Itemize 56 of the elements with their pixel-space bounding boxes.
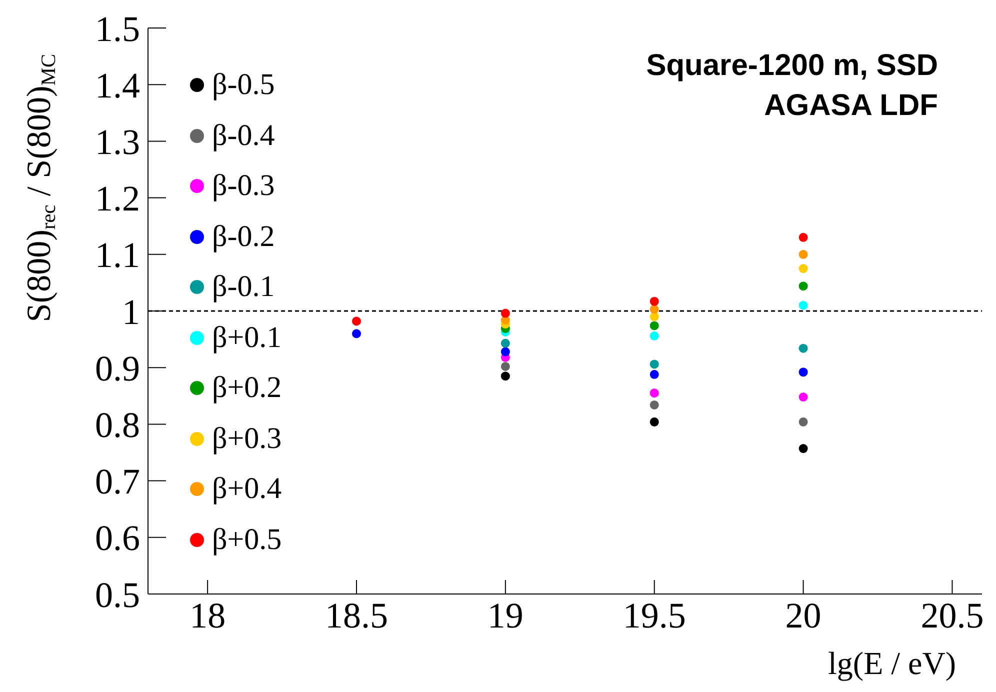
x-tick-label: 19.5 <box>622 596 686 636</box>
x-tick-label: 20 <box>785 596 822 636</box>
point <box>798 444 808 454</box>
point <box>650 388 659 398</box>
point <box>650 360 659 369</box>
legend-label: β+0.5 <box>212 522 282 557</box>
legend-label: β-0.1 <box>212 270 275 304</box>
point <box>500 347 510 356</box>
point <box>798 232 808 242</box>
point <box>500 362 510 371</box>
point <box>798 250 808 259</box>
point <box>798 344 808 353</box>
y-tick-label: 0.9 <box>95 348 140 388</box>
y-tick-label: 0.5 <box>95 574 140 615</box>
y-tick-label: 1 <box>122 292 140 332</box>
x-tick-label: 20.5 <box>920 596 984 636</box>
point <box>798 417 808 426</box>
point <box>650 321 659 330</box>
annotation: Square-1200 m, SSD <box>646 48 938 84</box>
point <box>352 329 362 338</box>
point <box>798 368 808 377</box>
y-tick-label: 0.7 <box>95 462 140 502</box>
point <box>798 264 808 274</box>
point <box>650 304 659 314</box>
x-tick-label: 19 <box>487 596 524 636</box>
annotation: AGASA LDF <box>763 88 938 124</box>
legend-label: β-0.2 <box>212 220 275 254</box>
point <box>500 308 510 318</box>
point <box>650 296 659 306</box>
legend-label: β+0.4 <box>212 472 282 506</box>
point <box>650 331 659 340</box>
legend-label: β+0.2 <box>212 371 282 406</box>
y-tick-label: 1.1 <box>95 235 140 276</box>
x-tick-label: 18 <box>190 596 226 636</box>
y-tick-label: 1.2 <box>95 178 140 219</box>
y-tick-label: 1.4 <box>95 65 140 106</box>
point <box>798 392 808 402</box>
point <box>650 417 659 426</box>
legend-label: β-0.4 <box>212 118 275 153</box>
point <box>798 300 808 310</box>
legend-label: β-0.5 <box>212 68 275 102</box>
point <box>798 282 808 291</box>
point <box>500 372 510 381</box>
x-axis-title: lg(E / eV) <box>828 645 956 681</box>
point <box>500 338 510 348</box>
y-tick-label: 1.5 <box>95 8 140 49</box>
point <box>650 400 659 410</box>
legend-label: β+0.1 <box>212 320 282 355</box>
y-tick-label: 0.8 <box>95 404 140 445</box>
legend-label: β+0.3 <box>212 422 282 456</box>
legend-label: β-0.3 <box>212 169 275 204</box>
y-tick-label: 0.6 <box>95 518 140 558</box>
y-tick-label: 1.3 <box>95 122 140 162</box>
point <box>352 316 362 326</box>
point <box>650 370 659 379</box>
x-tick-label: 18.5 <box>325 596 388 636</box>
